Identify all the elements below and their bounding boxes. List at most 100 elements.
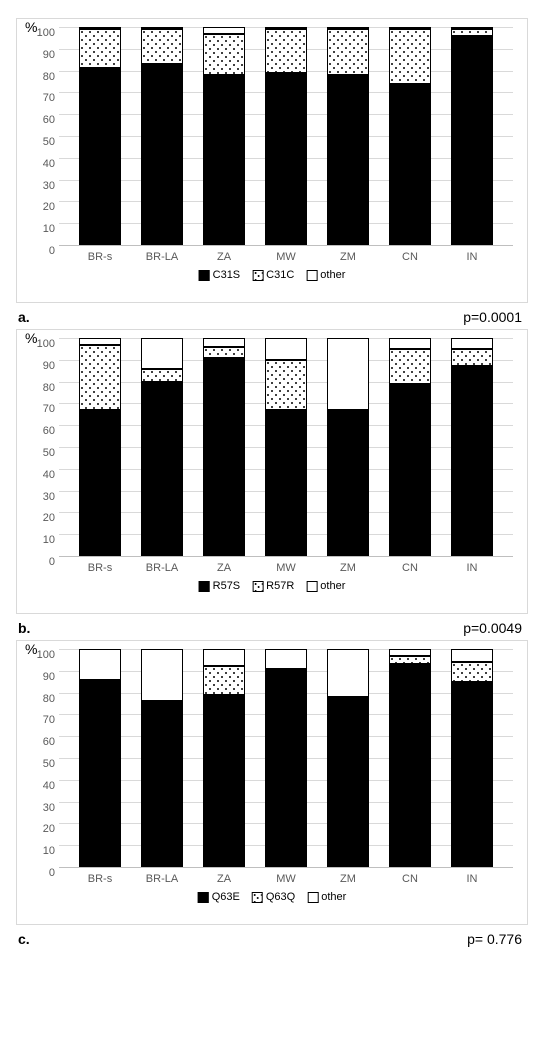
y-tick: 50: [43, 758, 59, 770]
legend: C31S C31C other: [199, 269, 346, 281]
segment-hatch: [141, 369, 183, 382]
y-tick: 90: [43, 671, 59, 683]
y-tick: 50: [43, 447, 59, 459]
y-tick: 60: [43, 425, 59, 437]
x-tick-label: ZA: [217, 251, 231, 263]
y-tick: 20: [43, 512, 59, 524]
segment-solid: [79, 68, 121, 245]
segment-hatch: [451, 662, 493, 682]
legend-label-other: other: [321, 891, 346, 903]
segment-solid: [389, 84, 431, 245]
x-tick-label: BR-LA: [146, 562, 178, 574]
y-tick: 30: [43, 802, 59, 814]
segment-solid: [141, 701, 183, 867]
segment-hatch: [265, 360, 307, 410]
bar-ZM: [327, 649, 369, 867]
bar-ZM: [327, 338, 369, 556]
y-tick: 20: [43, 201, 59, 213]
legend-label-hatch: C31C: [266, 269, 294, 281]
y-axis-label: %: [25, 19, 37, 35]
panel-a: %0102030405060708090100BR-sBR-LAZAMWZMCN…: [16, 18, 528, 303]
x-tick-label: CN: [402, 873, 418, 885]
bar-ZA: [203, 649, 245, 867]
legend: R57S R57R other: [199, 580, 346, 592]
legend-item-solid: C31S: [199, 269, 241, 281]
bar-MW: [265, 27, 307, 245]
segment-other: [265, 338, 307, 360]
legend-swatch-solid: [199, 581, 210, 592]
legend-label-other: other: [320, 580, 345, 592]
segment-other: [79, 27, 121, 29]
bar-IN: [451, 27, 493, 245]
bar-CN: [389, 338, 431, 556]
legend-label-other: other: [320, 269, 345, 281]
panel-b: %0102030405060708090100BR-sBR-LAZAMWZMCN…: [16, 329, 528, 614]
x-tick-label: BR-s: [88, 251, 112, 263]
segment-hatch: [203, 34, 245, 75]
bar-BR-s: [79, 338, 121, 556]
x-tick-label: ZA: [217, 562, 231, 574]
legend-swatch-other: [307, 892, 318, 903]
legend-item-hatch: R57R: [252, 580, 294, 592]
segment-hatch: [389, 349, 431, 384]
bar-CN: [389, 27, 431, 245]
x-tick-label: IN: [467, 251, 478, 263]
segment-other: [327, 649, 369, 697]
segment-other: [79, 649, 121, 680]
segment-other: [327, 27, 369, 29]
segment-solid: [141, 64, 183, 245]
segment-other: [265, 27, 307, 29]
panel-label-c: c.: [18, 931, 30, 947]
bar-CN: [389, 649, 431, 867]
segment-hatch: [451, 349, 493, 366]
y-axis-label: %: [25, 641, 37, 657]
segment-other: [389, 338, 431, 349]
segment-other: [141, 27, 183, 29]
segment-other: [203, 27, 245, 34]
bar-ZA: [203, 27, 245, 245]
y-tick: 0: [49, 867, 59, 879]
bar-MW: [265, 338, 307, 556]
panel-pvalue-b: p=0.0049: [463, 620, 522, 636]
segment-solid: [389, 384, 431, 556]
y-tick: 30: [43, 180, 59, 192]
segment-solid: [203, 75, 245, 245]
y-tick: 10: [43, 223, 59, 235]
legend-item-solid: R57S: [199, 580, 241, 592]
legend-swatch-solid: [198, 892, 209, 903]
segment-solid: [327, 410, 369, 556]
y-tick: 70: [43, 403, 59, 415]
bar-IN: [451, 649, 493, 867]
panel-c: %0102030405060708090100BR-sBR-LAZAMWZMCN…: [16, 640, 528, 925]
x-tick-label: ZM: [340, 562, 356, 574]
x-tick-label: CN: [402, 251, 418, 263]
x-tick-label: MW: [276, 873, 296, 885]
segment-solid: [203, 695, 245, 867]
segment-solid: [451, 366, 493, 556]
bar-BR-LA: [141, 338, 183, 556]
y-tick: 0: [49, 556, 59, 568]
segment-hatch: [389, 29, 431, 84]
segment-solid: [79, 680, 121, 867]
segment-hatch: [265, 29, 307, 73]
legend-item-hatch: C31C: [252, 269, 294, 281]
segment-other: [141, 649, 183, 701]
segment-solid: [327, 75, 369, 245]
segment-other: [203, 649, 245, 666]
legend-item-other: other: [307, 891, 346, 903]
legend-label-hatch: R57R: [266, 580, 294, 592]
x-tick-label: BR-LA: [146, 873, 178, 885]
segment-hatch: [203, 666, 245, 694]
legend-swatch-hatch: [252, 892, 263, 903]
y-tick: 70: [43, 714, 59, 726]
y-tick: 10: [43, 534, 59, 546]
segment-other: [389, 649, 431, 656]
segment-other: [327, 338, 369, 410]
caption-row-a: a. p=0.0001: [16, 309, 528, 329]
panel-label-b: b.: [18, 620, 30, 636]
x-tick-label: BR-LA: [146, 251, 178, 263]
y-tick: 100: [37, 338, 59, 350]
x-tick-label: IN: [467, 562, 478, 574]
segment-hatch: [327, 29, 369, 75]
segment-solid: [265, 669, 307, 867]
